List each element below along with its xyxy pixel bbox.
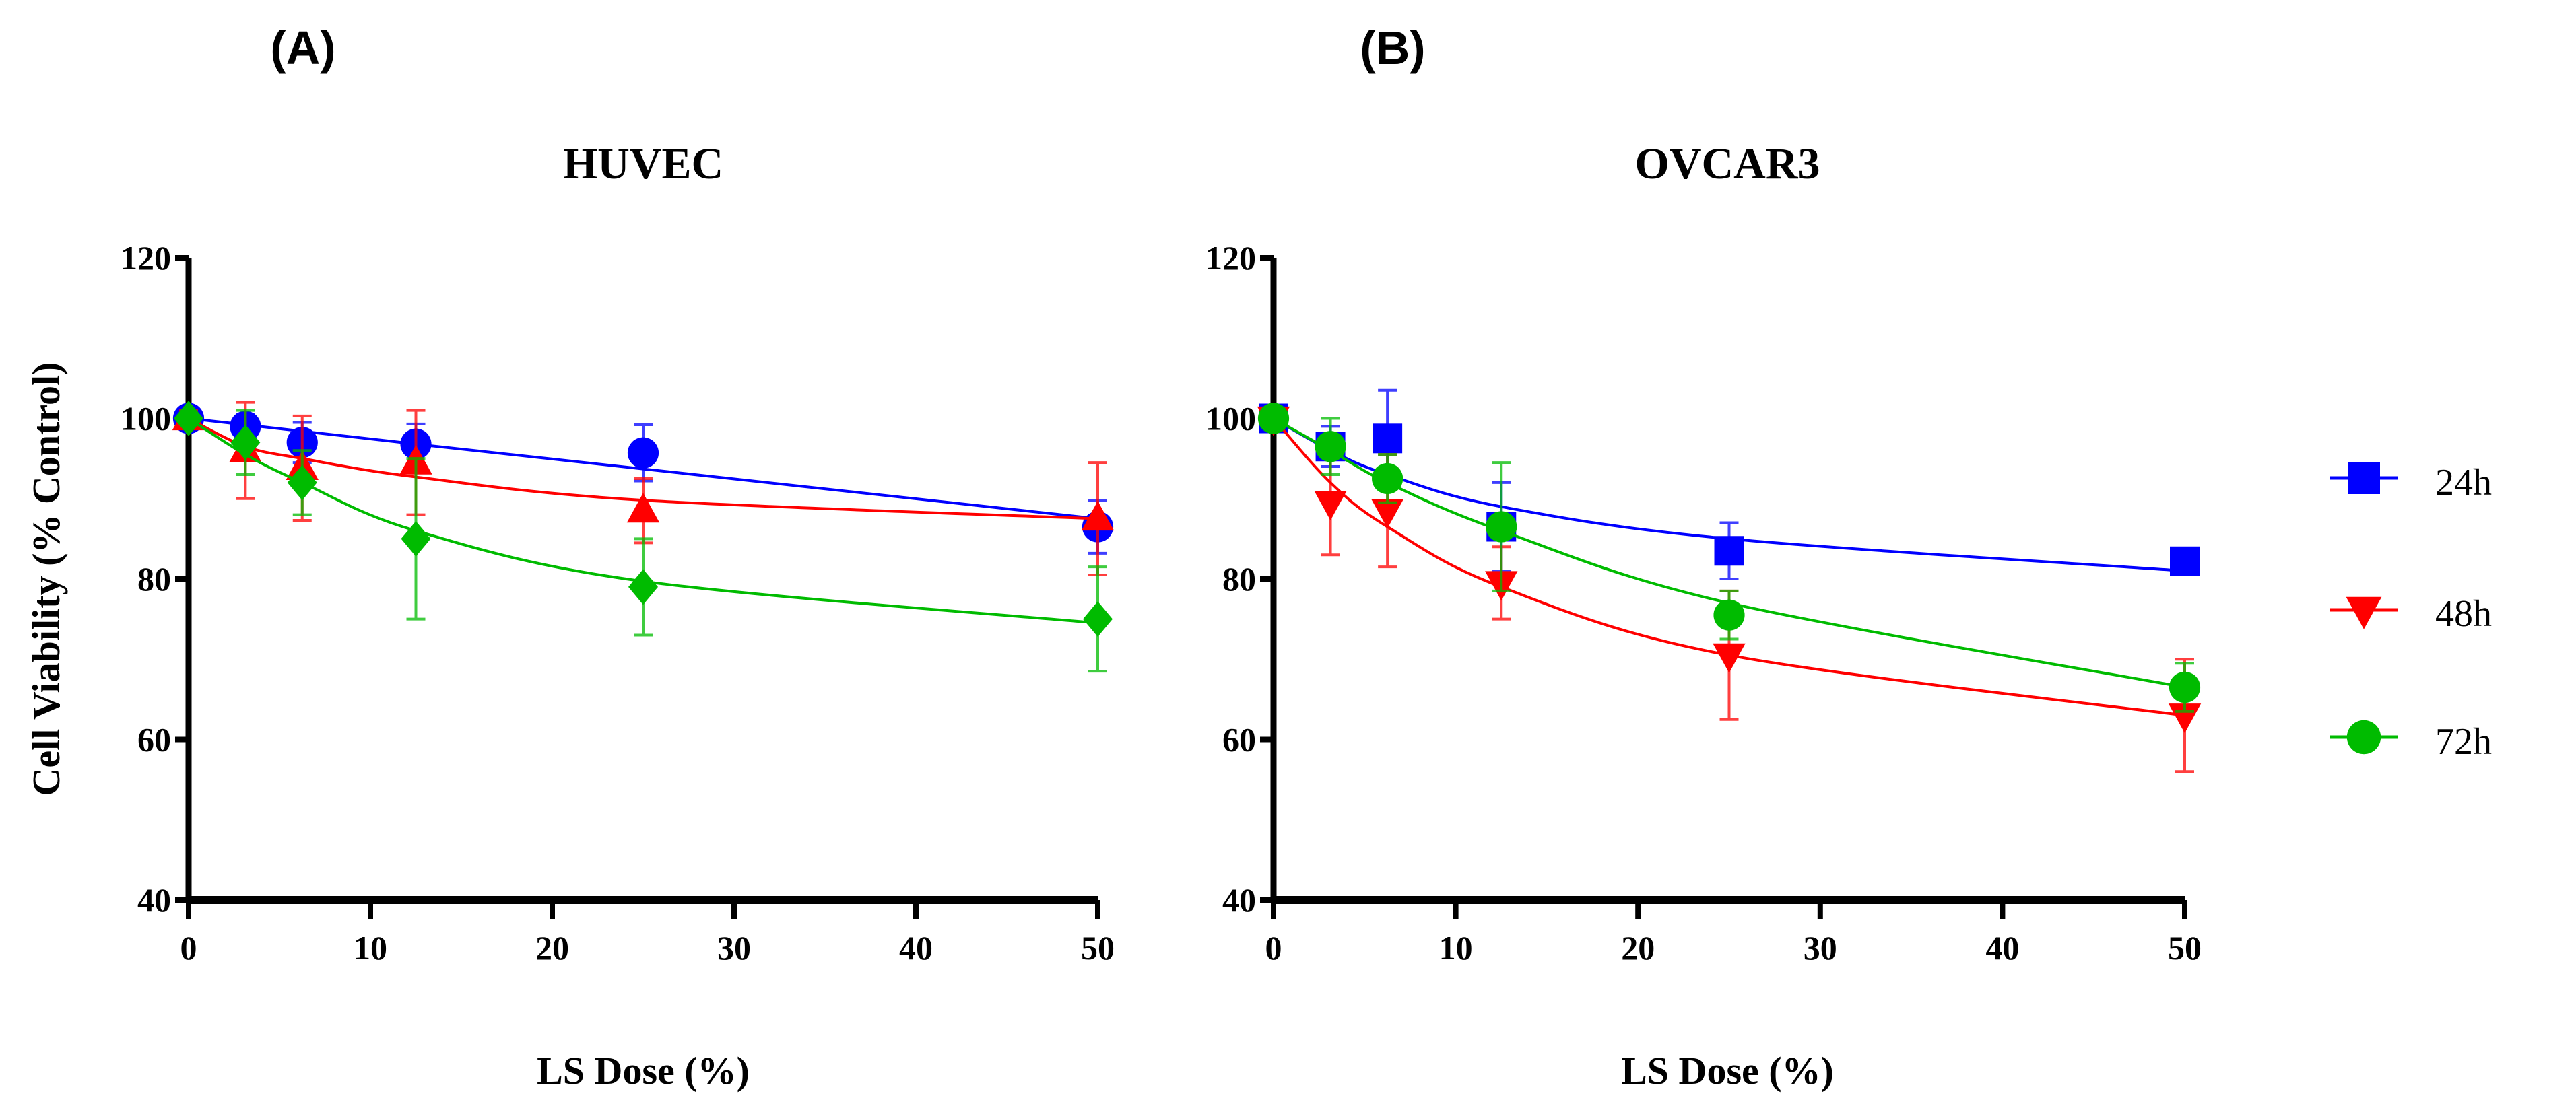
data-point-72h [287, 464, 317, 501]
data-point-72h [2169, 671, 2201, 703]
fit-curve-48h [188, 417, 1098, 520]
data-point-72h [628, 569, 658, 605]
panel-a-label: (A) [270, 22, 335, 74]
y-tick-label: 40 [137, 881, 171, 919]
x-tick-label: 50 [2168, 929, 2202, 967]
data-point-48h [1314, 491, 1347, 521]
y-tick-label: 80 [137, 560, 171, 598]
data-point-72h [1083, 601, 1113, 637]
x-tick-label: 50 [1081, 929, 1115, 967]
legend-label-24h: 24h [2435, 462, 2492, 504]
data-point-24h [1373, 423, 1403, 454]
data-point-24h [1714, 536, 1744, 566]
y-tick-label: 100 [1206, 400, 1256, 438]
x-tick-label: 0 [1265, 929, 1282, 967]
fit-curve-72h [187, 417, 1098, 625]
data-point-72h [1315, 431, 1346, 462]
legend-marker-24h [2348, 462, 2380, 494]
x-tick-label: 10 [354, 929, 387, 967]
y-tick-label: 60 [1222, 721, 1256, 759]
panel-a-title: HUVEC [563, 139, 723, 188]
y-tick-label: 80 [1222, 560, 1256, 598]
legend-label-48h: 48h [2435, 593, 2492, 635]
y-tick-label: 40 [1222, 881, 1256, 919]
panel-b-title: OVCAR3 [1635, 139, 1820, 188]
x-tick-label: 40 [899, 929, 933, 967]
data-point-24h [2170, 546, 2200, 576]
y-axis-label: Cell Viability (% Control) [24, 362, 68, 796]
data-point-72h [174, 401, 203, 436]
data-point-48h [626, 493, 660, 523]
panel-b-x-axis-label: LS Dose (%) [1621, 1049, 1834, 1093]
panel-b-label: (B) [1360, 22, 1425, 74]
data-point-48h [1081, 501, 1115, 531]
x-tick-label: 10 [1439, 929, 1473, 967]
series-72h [174, 401, 1113, 673]
x-tick-label: 20 [535, 929, 569, 967]
y-tick-label: 120 [1206, 239, 1256, 277]
legend-label-72h: 72h [2435, 721, 2492, 763]
series-48h [1257, 406, 2202, 773]
fit-curve-48h [1272, 417, 2185, 717]
data-point-72h [1372, 462, 1403, 495]
x-tick-label: 0 [180, 929, 197, 967]
data-point-72h [1713, 599, 1745, 631]
panel-b-plot: 40 60 80 100 120 0 10 20 30 40 50 [1206, 239, 2202, 967]
panel-a-x-axis-label: LS Dose (%) [537, 1049, 750, 1093]
data-point-72h [1257, 403, 1290, 434]
x-tick-label: 40 [1985, 929, 2019, 967]
data-point-48h [1370, 499, 1404, 529]
y-tick-label: 100 [121, 400, 171, 438]
legend: 24h 48h 72h [2330, 462, 2492, 763]
x-tick-label: 30 [1804, 929, 1837, 967]
legend-marker-48h [2346, 596, 2382, 629]
data-point-72h [230, 424, 261, 460]
y-tick-label: 120 [121, 239, 171, 277]
y-tick-label: 60 [137, 721, 171, 759]
series-72h [1257, 403, 2201, 713]
data-point-24h [627, 437, 659, 469]
data-point-48h [1713, 643, 1746, 673]
panel-a-plot: 40 60 80 100 120 0 10 20 30 40 50 [121, 239, 1115, 967]
data-point-72h [1486, 511, 1517, 543]
x-tick-label: 20 [1621, 929, 1655, 967]
x-tick-label: 30 [717, 929, 751, 967]
data-point-72h [401, 520, 431, 557]
legend-marker-72h [2346, 720, 2381, 755]
